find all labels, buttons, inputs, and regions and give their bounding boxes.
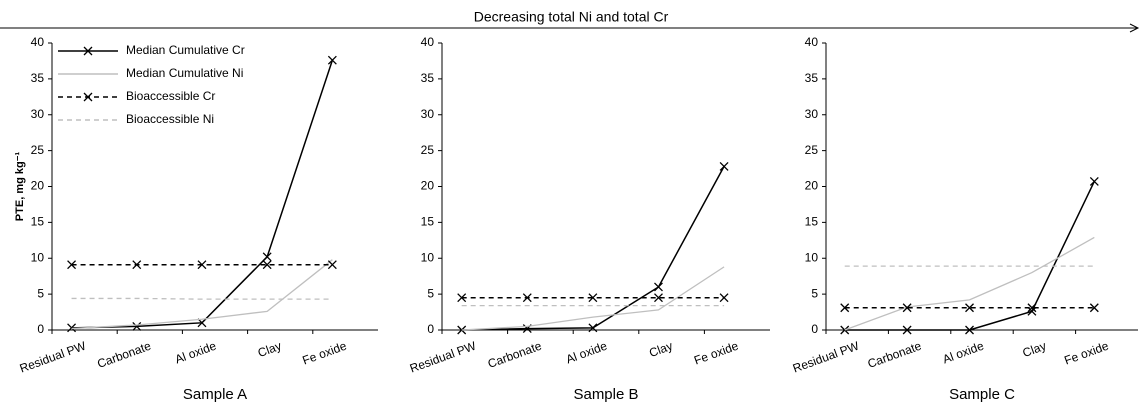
y-tick-label: 20	[421, 179, 435, 193]
data-point	[67, 323, 77, 333]
x-tick-label: Al oxide	[564, 339, 609, 367]
data-point	[1089, 303, 1099, 313]
y-tick-label: 40	[31, 35, 45, 49]
x-tick-label: Residual PW	[18, 338, 89, 375]
data-point	[262, 260, 272, 270]
y-tick-label: 35	[805, 71, 819, 85]
annotation: Decreasing total Ni and total Cr	[474, 9, 669, 25]
data-point	[1027, 306, 1037, 316]
y-tick-label: 15	[31, 215, 45, 229]
x-tick-label: Fe oxide	[692, 339, 740, 368]
data-point	[654, 282, 663, 292]
panel-title: Sample B	[573, 386, 638, 403]
y-tick-label: 30	[31, 107, 45, 121]
data-point	[840, 303, 850, 313]
data-point	[327, 260, 337, 270]
x-tick-label: Residual PW	[408, 338, 479, 375]
y-tick-label: 30	[421, 107, 435, 121]
data-point	[457, 293, 467, 303]
legend-marker	[83, 92, 93, 102]
y-tick-label: 35	[421, 71, 435, 85]
legend-label: Median Cumulative Cr	[126, 43, 245, 57]
x-tick-label: Clay	[1021, 339, 1048, 360]
y-tick-label: 10	[805, 250, 819, 264]
y-tick-label: 5	[427, 286, 434, 300]
y-tick-label: 15	[421, 215, 435, 229]
legend-label: Bioaccessible Cr	[126, 89, 215, 103]
data-point	[1089, 177, 1099, 186]
y-tick-label: 20	[31, 179, 45, 193]
y-tick-label: 10	[31, 250, 45, 264]
data-point	[522, 293, 532, 303]
x-tick-label: Clay	[256, 339, 283, 360]
panel-title: Sample C	[949, 386, 1015, 403]
series-line	[844, 236, 1095, 331]
x-tick-label: Al oxide	[173, 339, 218, 367]
y-tick-label: 40	[421, 35, 435, 49]
y-tick-label: 40	[805, 35, 819, 49]
y-tick-label: 30	[805, 107, 819, 121]
data-point	[132, 321, 142, 331]
series-line	[71, 297, 333, 300]
data-point	[132, 260, 142, 270]
data-point	[67, 260, 77, 270]
data-point	[197, 260, 207, 270]
data-point	[1027, 303, 1037, 313]
y-tick-label: 25	[421, 143, 435, 157]
data-point	[719, 293, 729, 303]
x-tick-label: Carbonate	[866, 339, 924, 371]
legend-label: Median Cumulative Ni	[126, 66, 243, 80]
y-tick-label: 5	[37, 286, 44, 300]
y-tick-label: 0	[811, 322, 818, 336]
y-tick-label: 35	[31, 71, 45, 85]
x-tick-label: Residual PW	[791, 338, 862, 375]
x-tick-label: Carbonate	[95, 339, 153, 371]
y-tick-label: 10	[421, 250, 435, 264]
y-tick-label: 20	[805, 179, 819, 193]
data-point	[654, 293, 663, 303]
legend-label: Bioaccessible Ni	[126, 112, 214, 126]
y-tick-label: 5	[811, 286, 818, 300]
x-tick-label: Fe oxide	[1062, 339, 1110, 368]
data-point	[719, 161, 729, 171]
y-tick-label: 25	[805, 143, 819, 157]
arrow-head	[1129, 23, 1140, 33]
data-point	[965, 325, 974, 335]
data-point	[262, 252, 272, 262]
y-axis-label: PTE, mg kg⁻¹	[14, 151, 26, 221]
series-line	[71, 259, 333, 330]
y-tick-label: 0	[427, 322, 434, 336]
x-tick-label: Al oxide	[941, 339, 986, 367]
data-point	[197, 318, 207, 328]
data-point	[588, 293, 598, 303]
y-tick-label: 15	[805, 215, 819, 229]
data-point	[965, 303, 974, 313]
y-tick-label: 0	[37, 322, 44, 336]
data-point	[902, 303, 912, 313]
y-tick-label: 25	[31, 143, 45, 157]
x-tick-label: Fe oxide	[300, 339, 348, 368]
data-point	[588, 323, 598, 333]
series-line	[461, 266, 725, 331]
legend-marker	[83, 46, 93, 56]
data-point	[327, 55, 337, 65]
data-point	[902, 325, 912, 335]
x-tick-label: Carbonate	[486, 339, 544, 371]
x-tick-label: Clay	[647, 339, 674, 360]
panel-title: Sample A	[183, 386, 247, 403]
